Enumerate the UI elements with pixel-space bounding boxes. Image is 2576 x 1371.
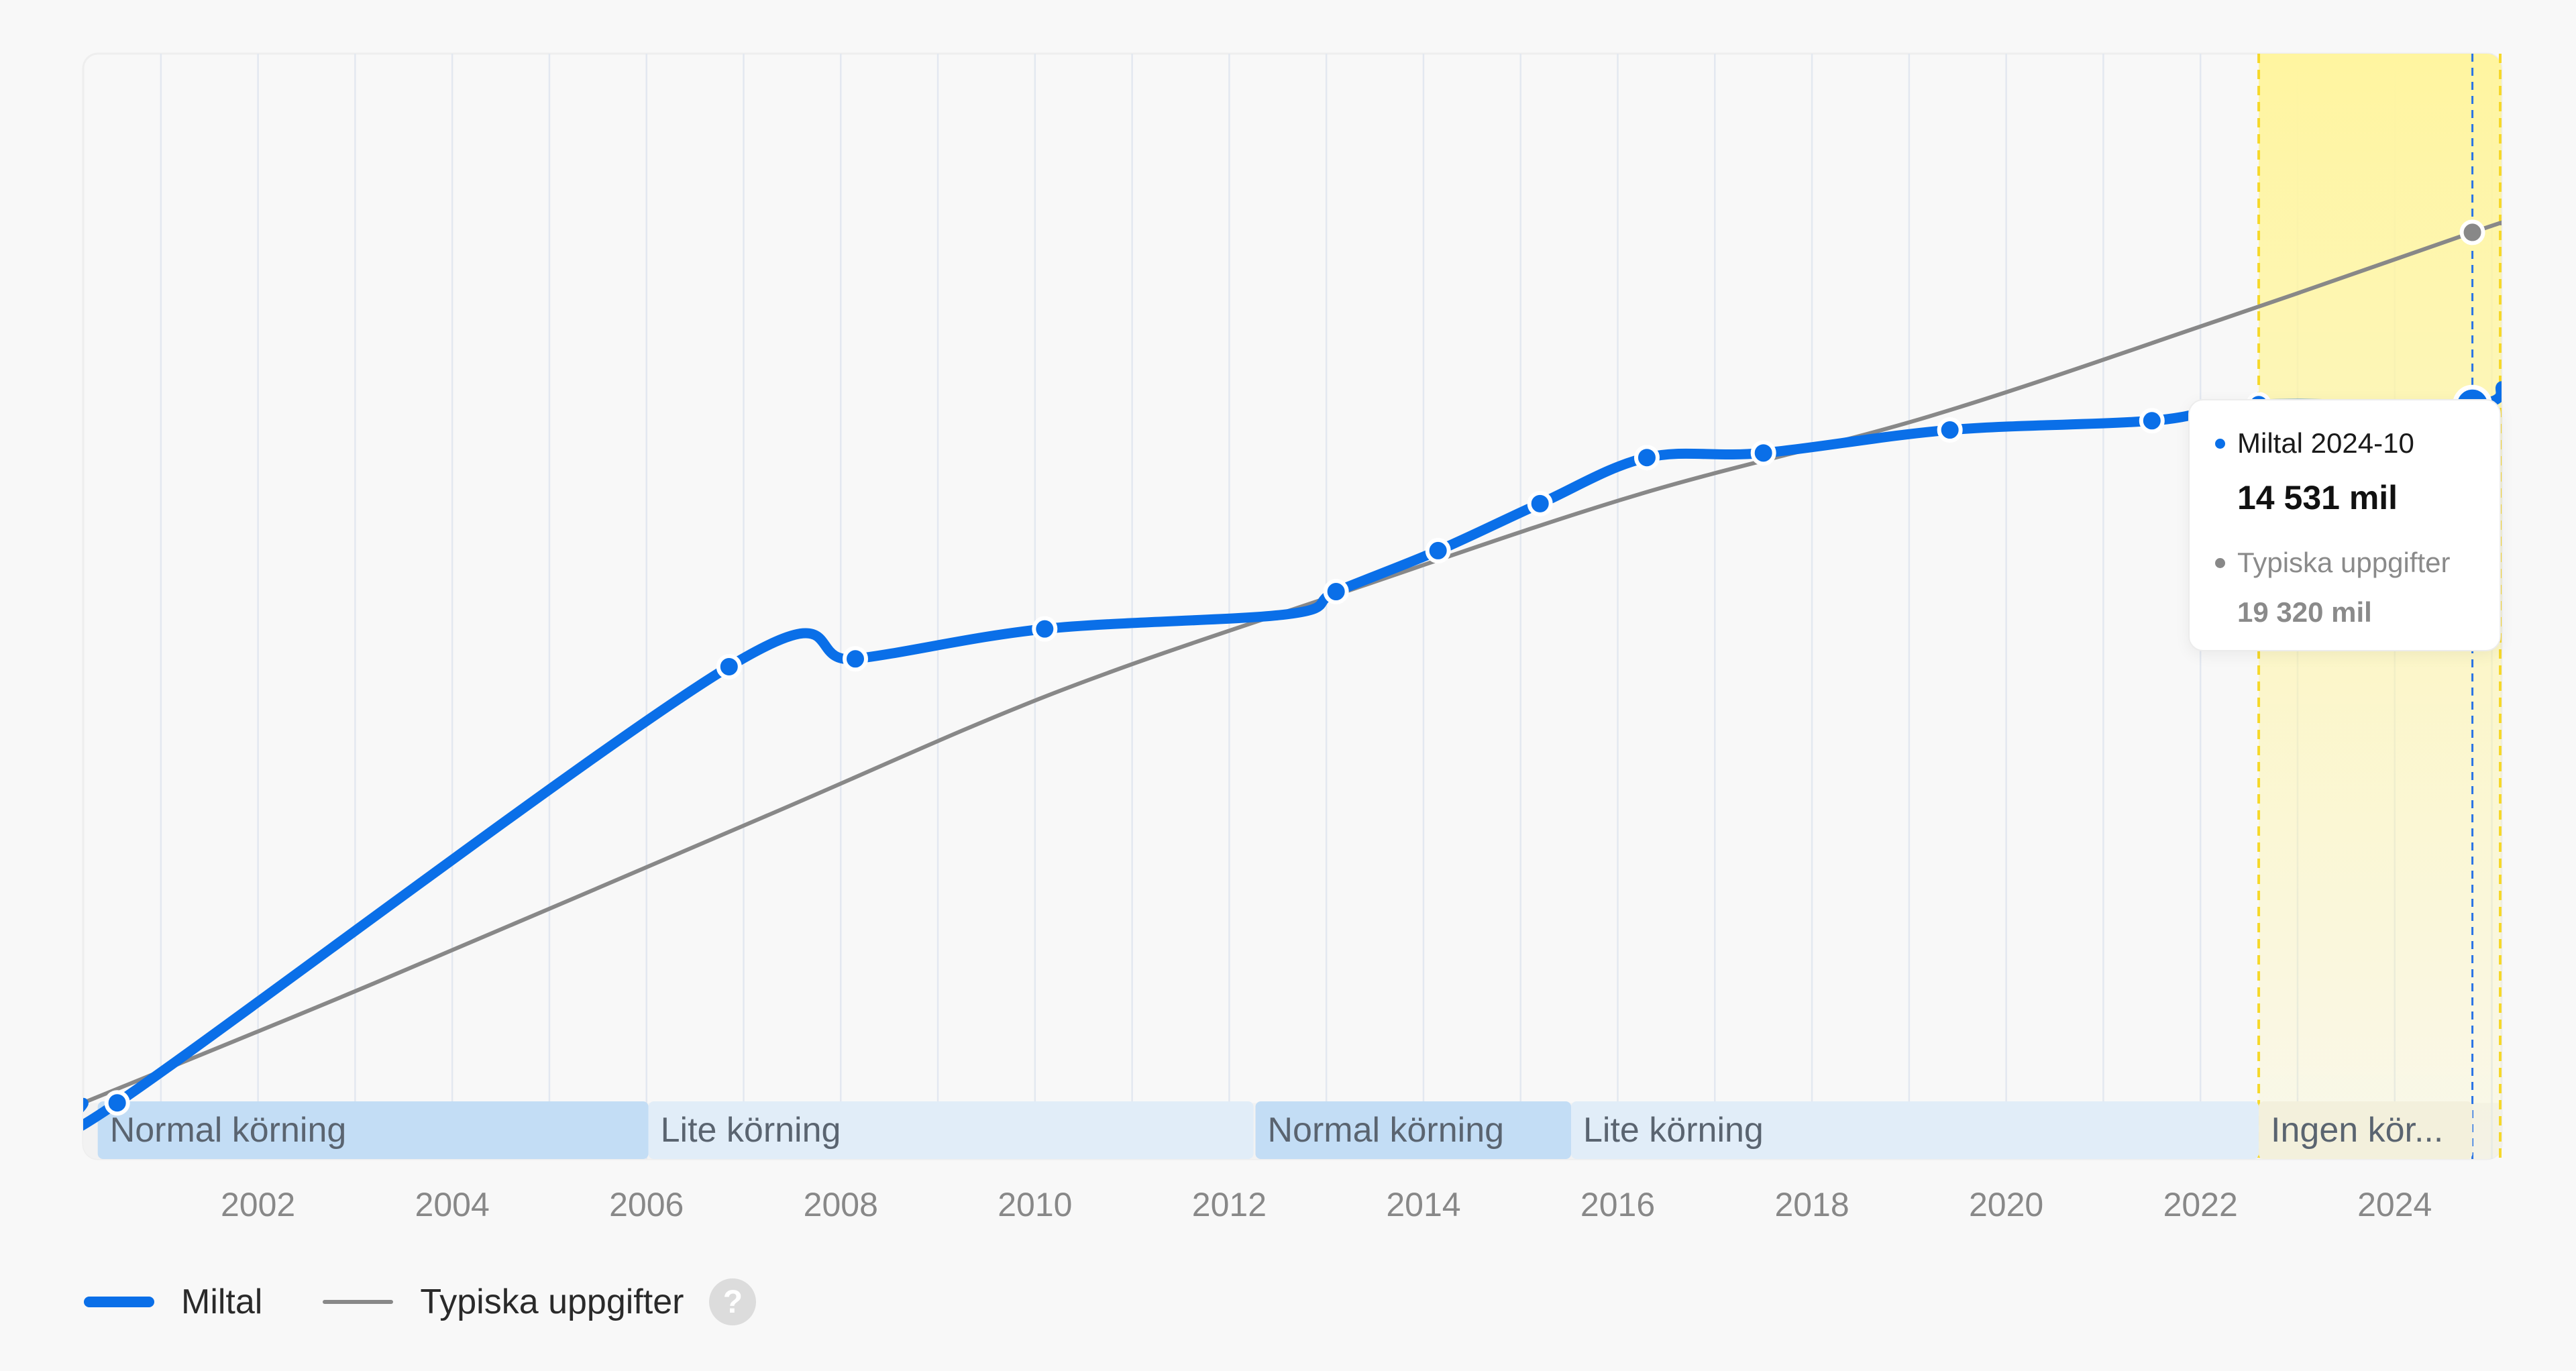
x-tick-label: 2002: [221, 1186, 295, 1223]
driving-period-label: Ingen kör...: [2271, 1111, 2443, 1150]
miltal-point: [842, 646, 868, 672]
tooltip-series1-value: 14 531 mil: [2237, 479, 2398, 516]
x-tick-label: 2022: [2163, 1186, 2238, 1223]
help-icon[interactable]: ?: [709, 1278, 757, 1325]
typical-series-line: [83, 220, 2502, 1105]
miltal-point: [1323, 579, 1349, 605]
miltal-point: [716, 653, 742, 679]
typical-selected-point: [2459, 219, 2485, 245]
miltal-point: [104, 1090, 130, 1116]
legend-swatch-typical: [323, 1300, 394, 1304]
driving-period-label: Lite körning: [1583, 1111, 1764, 1150]
legend-swatch-miltal: [84, 1297, 154, 1307]
tooltip-series2-label: Typiska uppgifter: [2237, 547, 2451, 578]
driving-period-band: [97, 1101, 649, 1159]
plot-area-background: [82, 52, 2503, 1160]
x-tick-label: 2012: [1192, 1186, 1267, 1223]
typical-dot-icon: [2215, 557, 2225, 568]
miltal-point: [1633, 445, 1660, 471]
driving-period-layer: Normal körning Lite körning Normal körning…: [97, 1101, 2473, 1159]
driving-period-band: [2259, 1101, 2473, 1159]
miltal-point: [2139, 408, 2165, 434]
driving-period-band: [1255, 1101, 1572, 1159]
x-tick-label: 2018: [1774, 1186, 1849, 1223]
miltal-point: [1425, 537, 1451, 563]
x-tick-label: 2006: [609, 1186, 684, 1223]
x-tick-label: 2010: [998, 1186, 1072, 1223]
legend-label-miltal: Miltal: [181, 1282, 263, 1321]
x-tick-label: 2008: [804, 1186, 878, 1223]
miltal-dot-icon: [2215, 438, 2225, 449]
legend: Miltal Typiska uppgifter ?: [84, 1278, 757, 1325]
x-tick-label: 2004: [415, 1186, 490, 1223]
legend-item-typical[interactable]: Typiska uppgifter ?: [323, 1278, 757, 1325]
miltal-point: [1937, 417, 1963, 443]
tooltip-series1-label: Miltal 2024-10: [2237, 427, 2414, 459]
driving-period-label: Lite körning: [661, 1111, 841, 1150]
driving-period-band: [648, 1101, 1254, 1159]
tooltip: Miltal 2024-10 14 531 mil Typiska uppgif…: [2188, 399, 2501, 651]
x-tick-label: 2016: [1580, 1186, 1655, 1223]
miltal-point: [1527, 490, 1553, 516]
miltal-point: [1032, 616, 1058, 642]
driving-period-label: Normal körning: [1267, 1111, 1504, 1150]
tooltip-series2-value: 19 320 mil: [2237, 596, 2372, 628]
legend-item-miltal[interactable]: Miltal: [84, 1282, 262, 1322]
x-tick-label: 2024: [2357, 1186, 2432, 1223]
x-axis: 2002 2004 2006 2008 2010 2012 2014 2016 2018 2020…: [221, 1186, 2432, 1223]
legend-label-typical: Typiska uppgifter: [420, 1282, 684, 1321]
driving-period-label: Normal körning: [110, 1111, 347, 1150]
x-tick-label: 2014: [1386, 1186, 1460, 1223]
driving-period-band: [1571, 1101, 2259, 1159]
typical-series-layer: [83, 220, 2502, 1105]
x-tick-label: 2020: [1969, 1186, 2043, 1223]
miltal-point: [1750, 440, 1776, 466]
